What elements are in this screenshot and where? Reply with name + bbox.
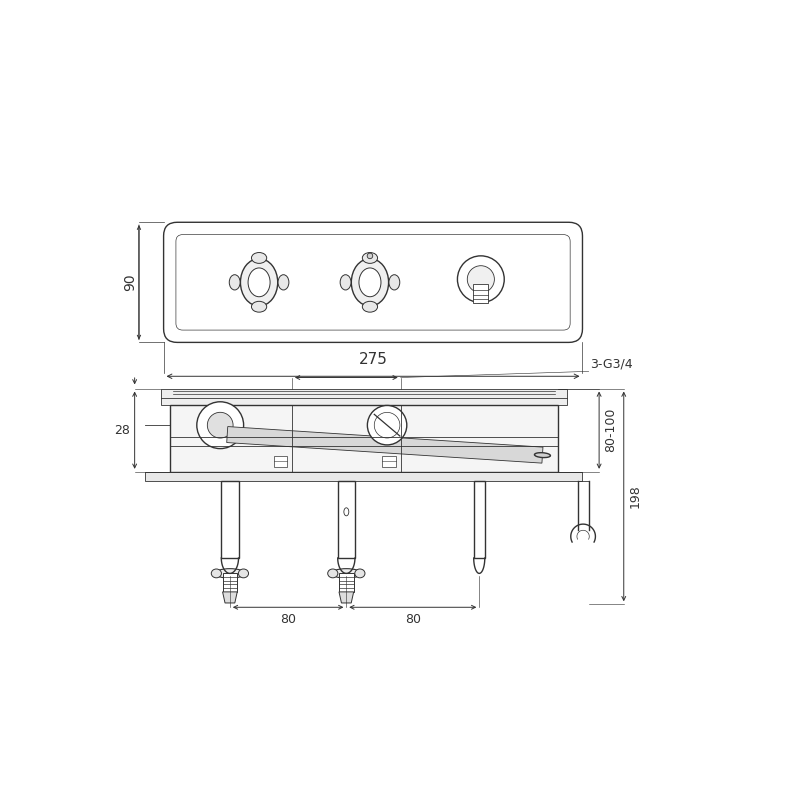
Polygon shape [226, 426, 543, 463]
FancyBboxPatch shape [176, 234, 570, 330]
Ellipse shape [355, 569, 365, 578]
Ellipse shape [238, 569, 249, 578]
Ellipse shape [367, 253, 373, 258]
Ellipse shape [251, 302, 266, 312]
Text: 80-100: 80-100 [604, 408, 617, 452]
Bar [274, 456, 287, 467]
Bar [474, 481, 485, 558]
Text: 198: 198 [629, 485, 642, 508]
Bar [170, 406, 558, 472]
Bar [222, 574, 238, 592]
Text: 90: 90 [122, 274, 137, 291]
Ellipse shape [251, 253, 266, 263]
Ellipse shape [340, 274, 351, 290]
Ellipse shape [534, 453, 550, 458]
Circle shape [207, 412, 233, 438]
Bar [338, 481, 355, 558]
Ellipse shape [278, 274, 289, 290]
Ellipse shape [328, 569, 338, 578]
Ellipse shape [215, 569, 245, 578]
Circle shape [458, 256, 504, 302]
Polygon shape [339, 592, 354, 603]
Circle shape [197, 402, 244, 449]
Bar [474, 284, 488, 302]
Ellipse shape [241, 258, 278, 306]
FancyBboxPatch shape [163, 222, 582, 342]
Text: 80: 80 [280, 614, 296, 626]
Bar [161, 389, 567, 406]
Bar [339, 574, 354, 592]
Ellipse shape [248, 268, 270, 297]
Ellipse shape [344, 508, 349, 516]
Ellipse shape [230, 274, 240, 290]
Bar [382, 456, 396, 467]
Text: 275: 275 [358, 352, 387, 367]
Bar [222, 481, 238, 558]
Ellipse shape [331, 569, 362, 578]
Circle shape [467, 266, 494, 293]
Ellipse shape [359, 268, 381, 297]
Circle shape [367, 406, 406, 445]
Text: 3-G3/4: 3-G3/4 [590, 357, 633, 370]
Ellipse shape [351, 258, 389, 306]
Bar [145, 472, 582, 481]
Ellipse shape [362, 302, 378, 312]
Ellipse shape [389, 274, 400, 290]
Polygon shape [222, 592, 238, 603]
Text: 28: 28 [114, 424, 130, 437]
Ellipse shape [211, 569, 222, 578]
Ellipse shape [362, 253, 378, 263]
Text: 80: 80 [405, 614, 421, 626]
